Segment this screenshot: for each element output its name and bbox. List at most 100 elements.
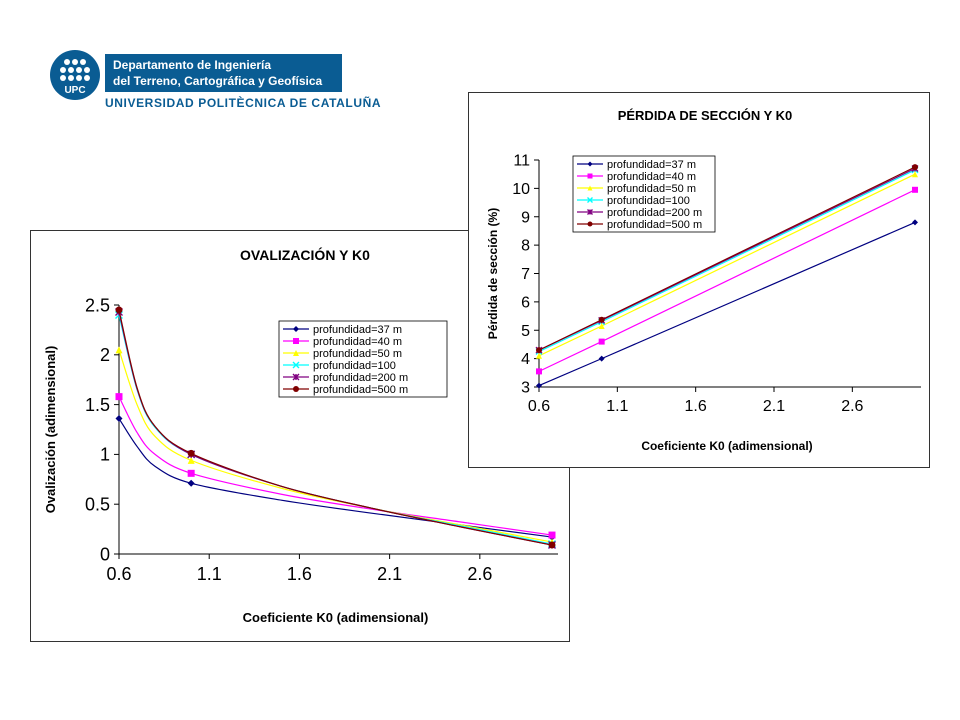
- university-name: UNIVERSIDAD POLITÈCNICA DE CATALUÑA: [105, 96, 382, 110]
- legend-item: profundidad=200 m: [577, 207, 702, 219]
- legend-item: profundidad=40 m: [577, 171, 696, 183]
- legend-label: profundidad=100: [313, 360, 396, 372]
- legend-item: profundidad=37 m: [577, 159, 696, 171]
- data-point: [187, 479, 195, 487]
- upc-logo-icon: UPC: [60, 59, 90, 96]
- data-point: [115, 346, 123, 354]
- legend-item: profundidad=50 m: [283, 348, 402, 360]
- data-point: [598, 338, 605, 345]
- data-point: [536, 347, 542, 354]
- y-tick-label: 1: [100, 445, 110, 465]
- data-point: [115, 306, 123, 314]
- legend-item: profundidad=500 m: [577, 219, 702, 231]
- data-point: [598, 316, 605, 323]
- department-line-2: del Terreno, Cartográfica y Geofísica: [113, 74, 323, 88]
- legend-item: profundidad=40 m: [283, 336, 402, 348]
- legend-label: profundidad=50 m: [607, 183, 696, 195]
- legend-marker: [587, 197, 593, 203]
- data-point: [536, 368, 542, 375]
- legend-item: profundidad=100: [283, 360, 396, 372]
- chart-title: PÉRDIDA DE SECCIÓN Y K0: [618, 108, 793, 123]
- x-tick-label: 2.6: [841, 398, 863, 415]
- legend-marker: [293, 350, 299, 356]
- upc-logo: UPC: [50, 50, 100, 100]
- x-tick-label: 0.6: [528, 398, 550, 415]
- legend-marker: [587, 185, 593, 191]
- data-point: [115, 415, 123, 423]
- data-point: [912, 219, 918, 226]
- x-tick-label: 0.6: [106, 564, 131, 584]
- x-tick-label: 1.1: [197, 564, 222, 584]
- data-point: [598, 322, 605, 329]
- series-line: [538, 221, 916, 387]
- data-point: [115, 393, 123, 401]
- legend-marker: [587, 221, 593, 227]
- legend-label: profundidad=200 m: [313, 372, 408, 384]
- series-2: [536, 186, 918, 375]
- data-point: [187, 469, 195, 477]
- legend-marker: [293, 326, 299, 332]
- legend-label: profundidad=37 m: [313, 324, 402, 336]
- legend-label: profundidad=500 m: [313, 384, 408, 396]
- legend-item: profundidad=37 m: [283, 324, 402, 336]
- y-tick-label: 10: [512, 181, 530, 198]
- data-point: [912, 186, 918, 193]
- data-point: [536, 382, 542, 389]
- y-tick-label: 1.5: [85, 395, 110, 415]
- legend-marker: [292, 373, 300, 381]
- data-point: [187, 456, 195, 464]
- legend-marker: [292, 361, 300, 369]
- legend-marker: [587, 209, 593, 215]
- y-tick-label: 0: [100, 544, 110, 564]
- upc-acronym: UPC: [64, 85, 85, 96]
- department-name: Departamento de Ingeniería del Terreno, …: [105, 54, 342, 92]
- series-6: [115, 306, 556, 549]
- series-line: [118, 309, 553, 546]
- x-axis-label: Coeficiente K0 (adimensional): [243, 610, 429, 625]
- data-point: [598, 355, 605, 362]
- data-point: [548, 541, 556, 549]
- y-tick-label: 2: [100, 345, 110, 365]
- x-axis-label: Coeficiente K0 (adimensional): [641, 439, 812, 453]
- y-tick-label: 0.5: [85, 495, 110, 515]
- x-tick-label: 1.6: [287, 564, 312, 584]
- series-line: [118, 396, 553, 536]
- x-tick-label: 1.6: [685, 398, 707, 415]
- legend-label: profundidad=500 m: [607, 219, 702, 231]
- legend-label: profundidad=100: [607, 195, 690, 207]
- y-tick-label: 5: [521, 323, 530, 340]
- data-point: [912, 171, 918, 178]
- perdida-seccion-chart-svg: PÉRDIDA DE SECCIÓN Y K0 0.6 1.1 1.6 2.1 2.6 3 4…: [486, 108, 921, 453]
- legend-item: profundidad=200 m: [283, 372, 408, 384]
- x-tick-label: 2.6: [467, 564, 492, 584]
- y-tick-label: 2.5: [85, 295, 110, 315]
- y-tick-label: 6: [521, 294, 530, 311]
- legend-item: profundidad=50 m: [577, 183, 696, 195]
- legend-marker: [293, 386, 299, 392]
- department-line-1: Departamento de Ingeniería: [113, 58, 272, 72]
- y-tick-label: 3: [521, 380, 530, 397]
- y-tick-label: 7: [521, 266, 530, 283]
- x-tick-label: 2.1: [763, 398, 785, 415]
- y-tick-label: 4: [521, 351, 530, 368]
- x-tick-label: 1.1: [606, 398, 628, 415]
- legend-label: profundidad=40 m: [313, 336, 402, 348]
- y-tick-label: 11: [513, 153, 530, 170]
- series-2: [115, 393, 556, 539]
- y-axis-label: Pérdida de sección (%): [486, 208, 500, 339]
- legend-item: profundidad=100: [577, 195, 690, 207]
- series-3: [536, 171, 918, 359]
- x-tick-label: 2.1: [377, 564, 402, 584]
- data-point: [912, 164, 918, 171]
- legend-marker: [587, 173, 593, 179]
- legend-label: profundidad=200 m: [607, 207, 702, 219]
- data-point: [536, 352, 542, 359]
- legend-item: profundidad=500 m: [283, 384, 408, 396]
- legend-marker: [293, 338, 299, 344]
- series-1: [536, 219, 918, 389]
- series-line: [118, 349, 553, 543]
- legend-label: profundidad=40 m: [607, 171, 696, 183]
- ovalizacion-chart-svg: OVALIZACIÓN Y K0 0.6 1.1 1.6 2.1 2.6 0 0.5 1 1.5 2…: [43, 246, 558, 625]
